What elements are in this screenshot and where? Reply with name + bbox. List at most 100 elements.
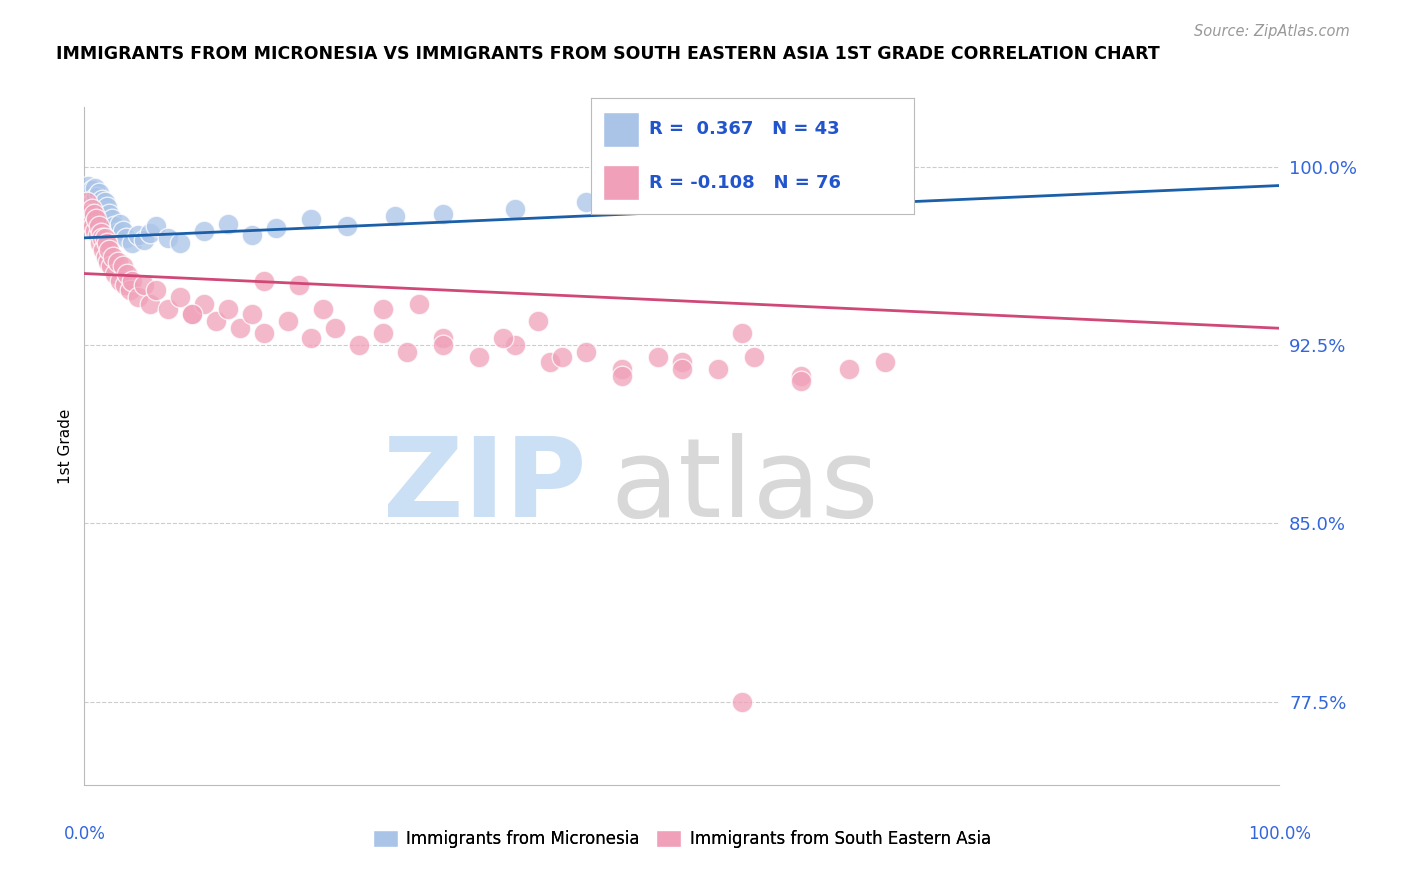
Point xyxy=(671,188,693,202)
Point xyxy=(240,228,263,243)
Point xyxy=(336,219,359,233)
Point xyxy=(157,231,180,245)
Point xyxy=(132,278,156,293)
Point xyxy=(575,345,598,359)
Point xyxy=(790,368,813,383)
Point xyxy=(83,202,105,217)
Point xyxy=(373,302,395,317)
Point xyxy=(100,221,122,235)
Point xyxy=(86,211,108,226)
Point xyxy=(89,200,111,214)
Point xyxy=(240,307,263,321)
Point xyxy=(111,224,134,238)
Point xyxy=(139,297,162,311)
Point xyxy=(91,193,114,207)
Point xyxy=(86,197,108,211)
Point xyxy=(875,354,897,368)
Point xyxy=(115,231,138,245)
Point xyxy=(105,226,128,240)
Point xyxy=(93,243,115,257)
Point xyxy=(93,231,115,245)
Point xyxy=(157,302,180,317)
Point xyxy=(97,254,120,268)
Point xyxy=(169,235,191,250)
Point xyxy=(181,307,204,321)
Text: 0.0%: 0.0% xyxy=(63,825,105,843)
Point xyxy=(118,283,141,297)
Point xyxy=(127,228,149,243)
Text: 100.0%: 100.0% xyxy=(1249,825,1310,843)
Point xyxy=(127,290,149,304)
Point xyxy=(373,326,395,340)
Point xyxy=(86,190,108,204)
Point xyxy=(253,326,276,340)
Point xyxy=(384,210,406,224)
Point xyxy=(132,233,156,247)
Point xyxy=(121,235,143,250)
Point xyxy=(264,221,287,235)
Point xyxy=(89,235,111,250)
Point xyxy=(93,195,115,210)
Bar xyxy=(603,112,640,147)
Point xyxy=(492,331,515,345)
Point xyxy=(731,326,754,340)
Point xyxy=(253,274,276,288)
Point xyxy=(121,274,143,288)
Point xyxy=(82,219,104,233)
Point xyxy=(349,338,371,352)
Text: ZIP: ZIP xyxy=(382,434,586,541)
Legend: Immigrants from Micronesia, Immigrants from South Eastern Asia: Immigrants from Micronesia, Immigrants f… xyxy=(367,823,997,855)
Point xyxy=(181,307,204,321)
Point xyxy=(145,219,167,233)
Point xyxy=(80,183,103,197)
Point xyxy=(742,350,765,364)
Point xyxy=(575,195,598,210)
Point xyxy=(84,224,107,238)
Text: R = -0.108   N = 76: R = -0.108 N = 76 xyxy=(648,174,841,192)
Point xyxy=(503,338,526,352)
Point xyxy=(93,204,115,219)
Point xyxy=(408,297,430,311)
Point xyxy=(84,181,107,195)
Point xyxy=(97,217,120,231)
Point xyxy=(396,345,419,359)
Point xyxy=(77,178,100,193)
Point xyxy=(527,314,550,328)
Point xyxy=(169,290,191,304)
Point xyxy=(107,254,129,268)
Text: R =  0.367   N = 43: R = 0.367 N = 43 xyxy=(648,120,839,138)
Point xyxy=(301,211,323,226)
Point xyxy=(139,226,162,240)
Point xyxy=(551,350,574,364)
Point xyxy=(77,207,100,221)
Point xyxy=(104,267,127,281)
Point xyxy=(79,188,101,202)
Point xyxy=(111,260,134,274)
Y-axis label: 1st Grade: 1st Grade xyxy=(58,409,73,483)
Point xyxy=(79,211,101,226)
Point xyxy=(612,361,634,376)
Point xyxy=(101,211,124,226)
Point xyxy=(76,195,98,210)
Point xyxy=(432,207,454,221)
Point xyxy=(101,250,124,264)
Point xyxy=(103,219,125,233)
Point xyxy=(110,217,132,231)
Point xyxy=(205,314,228,328)
Point xyxy=(277,314,299,328)
Point xyxy=(731,695,754,709)
Text: IMMIGRANTS FROM MICRONESIA VS IMMIGRANTS FROM SOUTH EASTERN ASIA 1ST GRADE CORRE: IMMIGRANTS FROM MICRONESIA VS IMMIGRANTS… xyxy=(56,45,1160,62)
Point xyxy=(83,207,105,221)
Point xyxy=(86,228,108,243)
Text: Source: ZipAtlas.com: Source: ZipAtlas.com xyxy=(1194,24,1350,38)
Bar xyxy=(603,165,640,200)
Point xyxy=(503,202,526,217)
Point xyxy=(790,374,813,388)
Point xyxy=(671,361,693,376)
Point xyxy=(94,250,117,264)
Point xyxy=(90,226,112,240)
Point xyxy=(94,210,117,224)
Point xyxy=(468,350,491,364)
Point xyxy=(82,195,104,210)
Point xyxy=(193,224,215,238)
